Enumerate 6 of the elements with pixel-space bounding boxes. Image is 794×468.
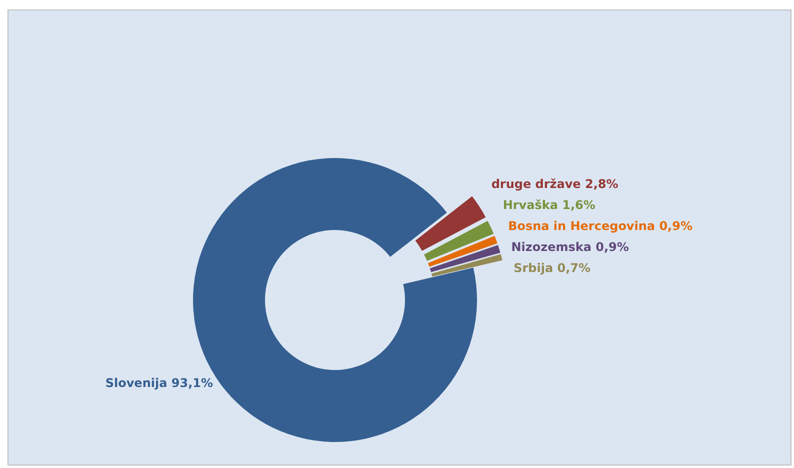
slice-label: Slovenija 93,1% [105, 376, 213, 390]
slice-label: Hrvaška 1,6% [502, 198, 596, 212]
slice-label: druge države 2,8% [491, 177, 618, 191]
slice-label: Nizozemska 0,9% [511, 240, 629, 254]
slice-label: Bosna in Hercegovina 0,9% [508, 219, 692, 233]
slice-label: Srbija 0,7% [514, 261, 591, 275]
